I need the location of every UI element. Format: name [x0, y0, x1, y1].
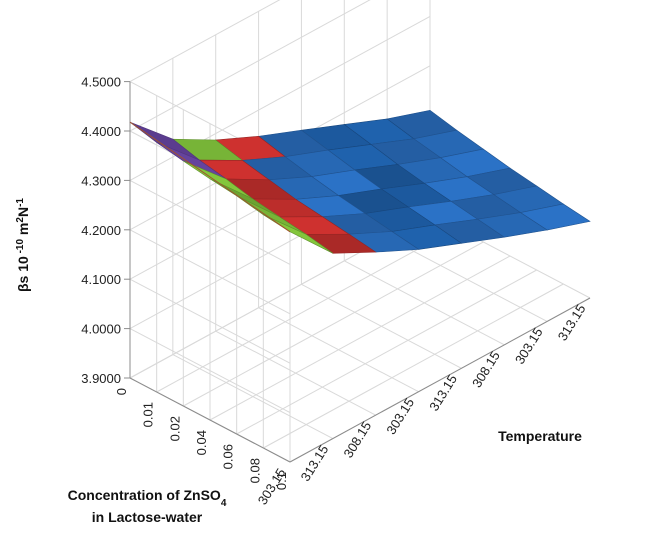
temperature-tick-label: 313.15: [555, 302, 589, 344]
z-tick-label: 4.4000: [81, 124, 121, 139]
z-tick-label: 3.9000: [81, 371, 121, 386]
temperature-tick-label: 303.15: [512, 325, 546, 367]
axis-line: [129, 377, 291, 463]
floor-gridline: [258, 307, 419, 393]
z-tick-label: 4.3000: [81, 173, 121, 188]
temperature-axis-title: Temperature: [498, 428, 582, 444]
z-tick-label: 4.2000: [81, 223, 121, 238]
floor-gridline: [209, 255, 511, 421]
concentration-tick-label: 0.08: [247, 458, 262, 483]
concentration-tick-label: 0.01: [141, 402, 156, 427]
floor-gridline: [172, 354, 334, 440]
temperature-tick-label: 308.15: [469, 348, 503, 390]
temperature-tick-label: 303.15: [383, 395, 417, 437]
axis-line: [289, 297, 591, 463]
z-axis-title: βs 10 -10 m2N-1: [15, 198, 32, 292]
z-tick-label: 4.5000: [81, 75, 121, 90]
concentration-tick-label: 0.04: [194, 430, 209, 455]
z-tick-label: 4.0000: [81, 322, 121, 337]
floor-gridline: [183, 241, 484, 407]
back-wall-gridline: [129, 0, 281, 83]
floor-gridline: [215, 330, 376, 416]
concentration-tick-label: 0.06: [221, 444, 236, 469]
surface-edge-line: [129, 121, 291, 233]
z-tick-label: 4.1000: [81, 272, 121, 287]
surface: [129, 109, 591, 254]
floor-gridline: [344, 260, 505, 346]
floor-gridline: [156, 227, 457, 393]
back-wall-gridline: [129, 0, 371, 132]
temperature-tick-label: 308.15: [340, 419, 374, 461]
temperature-tick-label: 313.15: [298, 442, 332, 484]
temperature-tick-label: 313.15: [426, 372, 460, 414]
concentration-axis-title-line2: in Lactose-water: [92, 509, 203, 525]
floor-gridline: [301, 283, 462, 369]
concentration-axis-title: Concentration of ZnSO4: [68, 487, 227, 509]
floor-gridline: [236, 269, 537, 435]
floor-gridline: [386, 236, 548, 322]
concentration-tick-label: 0.02: [167, 416, 182, 441]
floor-gridline: [263, 283, 564, 449]
concentration-tick-label: 0: [114, 388, 129, 395]
concentration-tick-label: 0.1: [274, 472, 289, 490]
